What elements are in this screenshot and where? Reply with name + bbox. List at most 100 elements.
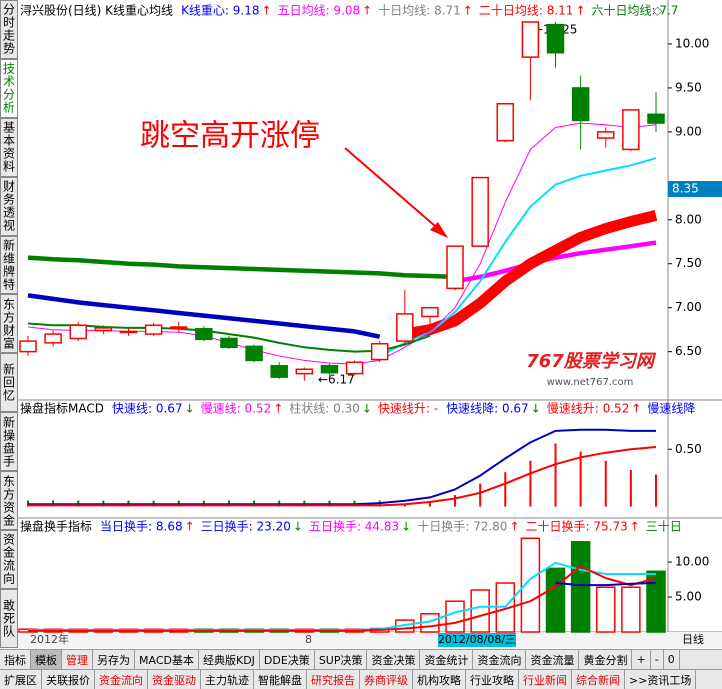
header-arrow: ↓ <box>293 520 303 534</box>
sidebar-tab[interactable]: 技术分析 <box>0 58 18 118</box>
candle-body <box>169 326 188 329</box>
toolbar-button[interactable]: 经典版KDJ <box>199 650 260 669</box>
watermark-url: www.net767.com <box>547 377 634 388</box>
toolbar-button[interactable]: 综合新闻 <box>572 670 625 689</box>
toolbar-button[interactable]: >>资讯工场 <box>625 670 697 689</box>
sidebar-tab[interactable]: 财务透视 <box>0 176 18 236</box>
header-item: 快速线: 0.67 <box>112 402 183 416</box>
sidebar-tab[interactable]: 新操盘手 <box>0 412 18 472</box>
header-item: 浔兴股份(日线) K线重心均线 <box>20 4 173 18</box>
line <box>27 293 381 339</box>
low-label: ←6.17 <box>318 373 355 387</box>
candle-body <box>144 324 163 335</box>
x-axis-strip <box>18 632 722 648</box>
toolbar-button[interactable]: 另存为 <box>93 650 135 669</box>
candle-body <box>220 337 238 349</box>
header-arrow: ↑ <box>630 520 640 534</box>
current-price-box <box>668 181 722 198</box>
line <box>403 210 658 340</box>
header-item: 操盘换手指标 <box>20 519 92 534</box>
header-arrow: ↓ <box>531 402 541 416</box>
toolbar-button[interactable]: DDE决策 <box>260 650 315 669</box>
candle-body <box>622 109 640 151</box>
toolbar-button[interactable]: 研究报告 <box>307 670 360 689</box>
toolbar-button[interactable]: 行业攻略 <box>466 670 519 689</box>
toolbar-button[interactable]: - <box>651 650 664 669</box>
candle-body <box>245 345 263 362</box>
sidebar-tab[interactable]: 基本资料 <box>0 117 18 177</box>
toolbar-button[interactable]: 资金统计 <box>420 650 474 669</box>
y-tick-label: 10.00 <box>675 36 709 50</box>
toolbar-button[interactable]: 主力轨迹 <box>201 670 254 689</box>
line <box>28 428 656 506</box>
period: 日线 <box>682 632 704 646</box>
candle-body <box>94 327 113 332</box>
toolbar-button[interactable]: 指标 <box>0 650 31 669</box>
candle-body <box>69 324 87 340</box>
toolbar-button[interactable]: SUP决策 <box>315 650 368 669</box>
sidebar-tab[interactable]: 分时走势 <box>0 0 18 59</box>
toolbar-button[interactable]: 资金决策 <box>367 650 421 669</box>
header-item: 十日均线: 8.71 <box>378 4 461 18</box>
toolbar-button[interactable]: 机构攻略 <box>413 670 466 689</box>
toolbar-button[interactable]: 关联报价 <box>42 670 95 689</box>
header-item: 五日换手: 44.83 <box>309 520 399 534</box>
y-tick-label: 10.00 <box>675 555 709 569</box>
candle-body <box>471 176 489 247</box>
y-tick-label: 8.00 <box>675 212 702 226</box>
toolbar-button[interactable]: 行业新闻 <box>519 670 572 689</box>
sidebar-tab[interactable]: 资金流向 <box>0 530 18 589</box>
toolbar-button[interactable]: 黄金分割 <box>579 650 633 669</box>
toolbar-button[interactable]: + <box>632 650 651 669</box>
icon: ◇ <box>653 4 663 18</box>
toolbar-button[interactable]: 资金流向 <box>473 650 527 669</box>
header-arrow: ↓ <box>185 402 195 416</box>
header-item: 快速线升: - <box>378 402 438 416</box>
toolbar-button[interactable]: 模板 <box>31 650 62 669</box>
header-arrow: ↑ <box>273 402 283 416</box>
candle-body <box>345 361 364 375</box>
candle-body <box>496 102 515 142</box>
y-tick-label: 6.50 <box>675 344 702 358</box>
header-item: 二十日换手: 75.73 <box>526 520 628 534</box>
turnover-bar <box>646 570 666 633</box>
header-item: K线重心: 9.18 <box>181 4 259 18</box>
turnover-bar <box>470 589 490 633</box>
toolbar-button[interactable]: 扩展区 <box>0 670 42 689</box>
toolbar-button[interactable]: MACD基本 <box>135 650 199 669</box>
turnover-bar <box>621 586 641 633</box>
arrow-head <box>430 222 448 238</box>
y-tick-label: 7.50 <box>675 256 702 270</box>
candle-body <box>44 333 62 344</box>
header-arrow: ↑ <box>463 4 473 18</box>
header-item: 慢速线降 <box>647 402 695 416</box>
y-tick-label: 9.50 <box>675 80 702 94</box>
current-price: 8.35 <box>672 182 699 196</box>
line <box>27 255 456 280</box>
candle-body <box>571 87 590 122</box>
toolbar-button[interactable]: 智能解盘 <box>254 670 307 689</box>
candle-body <box>270 364 288 378</box>
header-item: 快速线降: 0.67 <box>446 402 529 416</box>
line <box>555 582 657 587</box>
toolbar-button[interactable]: 0 <box>664 650 680 669</box>
toolbar-button[interactable]: 资金流量 <box>526 650 580 669</box>
candle-body <box>119 330 138 334</box>
toolbar-button[interactable]: 资金驱动 <box>148 670 201 689</box>
header-item: 三日换手: 23.20 <box>201 520 291 534</box>
toolbar-button[interactable]: 券商评级 <box>360 670 413 689</box>
candle-body <box>647 113 665 124</box>
sidebar-tab[interactable]: 东方资金 <box>0 471 18 531</box>
toolbar: 扩展区 关联报价 资金流向 资金驱动 主力轨迹 智能解盘 研究报告 券商评级 机构攻略 行业攻略行… <box>0 669 722 689</box>
sidebar-tab[interactable]: 东方财富 <box>0 294 18 354</box>
sidebar-tab[interactable]: 新维牌特 <box>0 235 18 295</box>
candle-body <box>597 131 615 139</box>
turnover-bar <box>596 586 616 633</box>
candle-body <box>195 328 213 341</box>
toolbar-button[interactable]: 管理 <box>62 650 93 669</box>
toolbar: 指标 模板 管理 另存为 MACD基本 经典版KDJ DDE决策 SUP决策 资金决策 资金统计资… <box>0 649 722 669</box>
candle-body <box>370 342 389 361</box>
sidebar-tab[interactable]: 新回忆 <box>0 353 18 413</box>
sidebar-tab[interactable]: 敢死队 <box>0 588 18 648</box>
toolbar-button[interactable]: 资金流向 <box>95 670 148 689</box>
